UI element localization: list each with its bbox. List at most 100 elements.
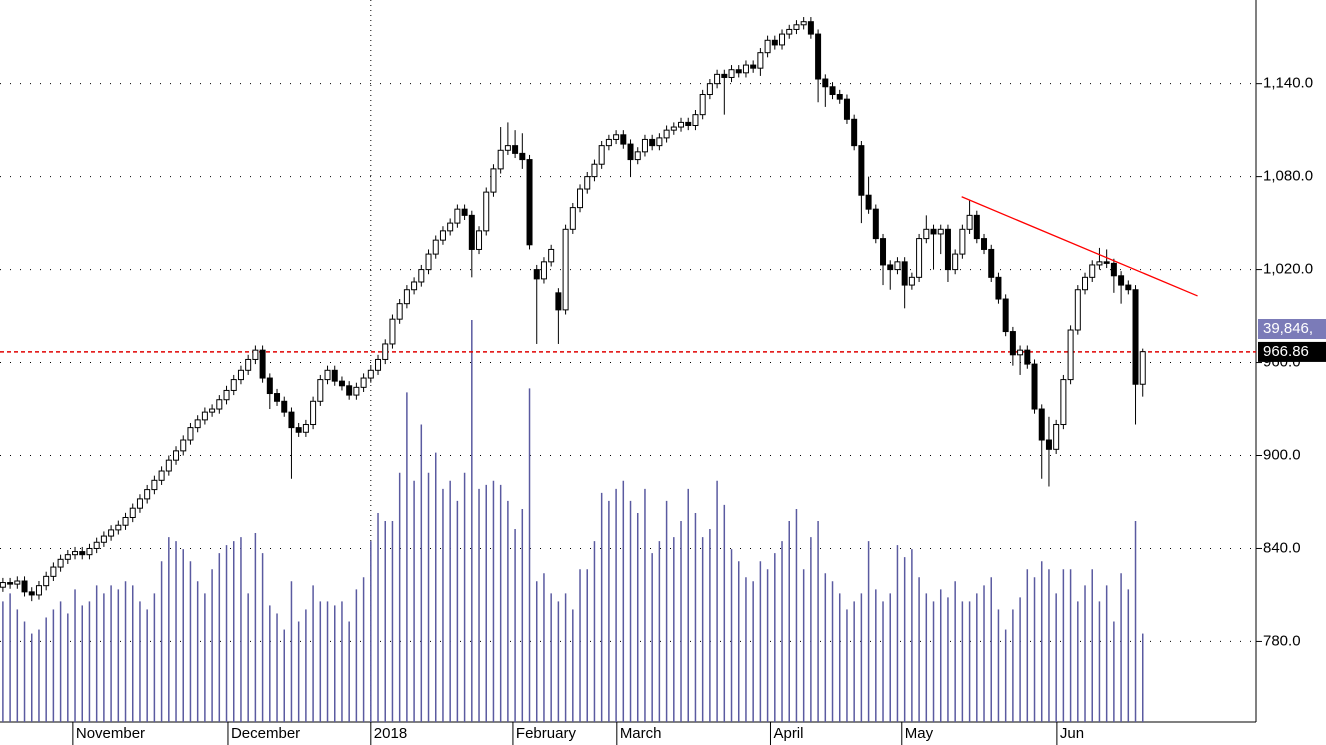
candle-body: [894, 261, 901, 271]
candle-body: [786, 28, 793, 35]
y-tick-label: 1,080.0: [1263, 168, 1313, 185]
candle-body: [678, 121, 685, 128]
candle-body: [793, 24, 800, 30]
candle-body: [43, 575, 50, 587]
candle-body: [995, 276, 1002, 300]
candle-body: [562, 228, 569, 311]
candle-body: [829, 86, 836, 96]
candle-body: [555, 292, 562, 311]
candle-body: [360, 377, 367, 388]
candle-body: [1118, 275, 1125, 286]
candle-body: [887, 264, 894, 271]
candle-body: [721, 73, 728, 78]
candle-body: [259, 349, 266, 379]
candle-body: [836, 94, 843, 100]
candle-body: [757, 52, 764, 69]
candle-body: [490, 168, 497, 193]
candle-body: [447, 222, 454, 232]
candle-body: [605, 138, 612, 147]
candle-body: [641, 138, 648, 153]
candle-body: [533, 269, 540, 280]
y-tick-label: 840.0: [1263, 539, 1301, 556]
candle-body: [1132, 289, 1139, 385]
candle-body: [1096, 261, 1103, 266]
candle-body: [548, 248, 555, 263]
x-tick-label: December: [231, 725, 300, 742]
candle-body: [692, 114, 699, 126]
candle-body: [375, 358, 382, 371]
candle-body: [173, 450, 180, 461]
candle-body: [237, 369, 244, 381]
candle-body: [1017, 349, 1024, 356]
candle-body: [281, 400, 288, 413]
candle-body: [937, 228, 944, 235]
candle-body: [1082, 276, 1089, 291]
y-tick-label: 1,020.0: [1263, 261, 1313, 278]
volume-label: 39,846,: [1263, 320, 1313, 337]
candle-body: [324, 369, 331, 381]
candle-body: [613, 134, 620, 140]
candle-body: [1045, 439, 1052, 450]
y-tick-label: 1,140.0: [1263, 75, 1313, 92]
candle-body: [685, 121, 692, 126]
candle-body: [916, 238, 923, 278]
candle-body: [1139, 351, 1146, 385]
candle-body: [577, 188, 584, 209]
candle-body: [981, 238, 988, 250]
candle-body: [584, 176, 591, 190]
candle-body: [526, 159, 533, 246]
candle-body: [86, 547, 93, 556]
candle-body: [187, 427, 194, 441]
candle-body: [338, 380, 345, 387]
candle-body: [389, 318, 396, 345]
candle-body: [28, 591, 35, 596]
candle-body: [353, 386, 360, 396]
candle-body: [1002, 298, 1009, 333]
candle-body: [403, 289, 410, 305]
candle-body: [822, 78, 829, 88]
candle-body: [1024, 349, 1031, 365]
candle-body: [151, 479, 158, 491]
candle-body: [735, 69, 742, 74]
candle-body: [223, 389, 230, 401]
candle-body: [714, 73, 721, 85]
candle-body: [201, 411, 208, 421]
candle-body: [865, 194, 872, 210]
candle-body: [706, 83, 713, 96]
candle-body: [476, 230, 483, 250]
candle-body: [872, 208, 879, 240]
candle-body: [569, 207, 576, 230]
candle-body: [779, 33, 786, 46]
candle-body: [396, 303, 403, 320]
last-price-box: [1258, 341, 1326, 362]
candle-body: [944, 228, 951, 271]
candle-body: [310, 400, 317, 426]
candle-body: [288, 411, 295, 429]
y-tick-label: 900.0: [1263, 446, 1301, 463]
candle-body: [274, 393, 281, 402]
candle-body: [591, 163, 598, 178]
candle-body: [728, 69, 735, 78]
candle-body: [418, 269, 425, 283]
candle-body: [923, 228, 930, 240]
candle-body: [750, 64, 757, 69]
candle-body: [1053, 424, 1060, 450]
candle-body: [800, 21, 807, 26]
candle-body: [454, 208, 461, 224]
x-tick-label: March: [620, 725, 662, 742]
candle-body: [880, 238, 887, 266]
candle-body: [988, 248, 995, 278]
x-tick-label: May: [905, 725, 934, 742]
x-tick-label: April: [773, 725, 803, 742]
volume-label-box: [1258, 319, 1326, 339]
candle-body: [1009, 331, 1016, 356]
candle-body: [0, 582, 6, 588]
candle-body: [901, 261, 908, 286]
candle-body: [771, 39, 778, 46]
candle-body: [620, 134, 627, 145]
last-price-label: 966.86: [1263, 343, 1309, 360]
candle-body: [382, 343, 389, 360]
x-tick-label: 2018: [374, 725, 407, 742]
